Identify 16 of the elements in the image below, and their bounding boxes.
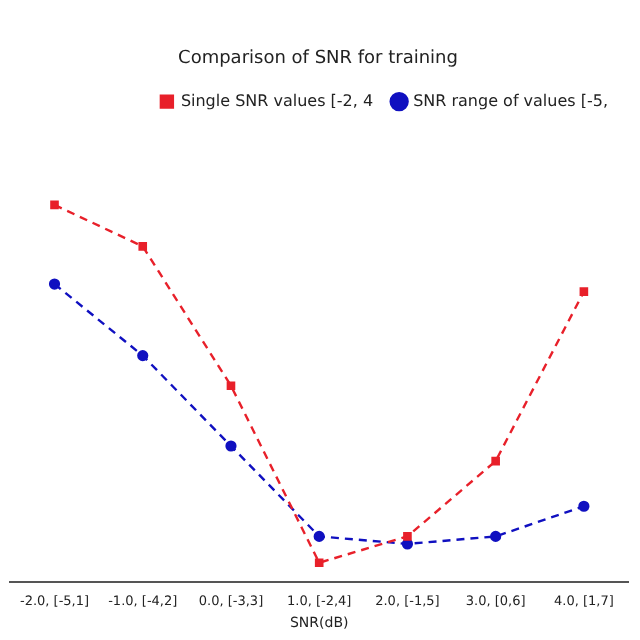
point: [48, 278, 61, 290]
point: [138, 242, 148, 251]
point: [579, 287, 589, 296]
point: [137, 350, 149, 362]
point: [491, 456, 500, 466]
point: [578, 500, 590, 512]
point: [314, 558, 324, 568]
point: [403, 532, 412, 541]
chart-title: Comparison of SNR for training: [178, 49, 458, 70]
point: [225, 440, 237, 452]
legend-label: SNR range of values [-5,: [413, 91, 609, 110]
point: [50, 200, 59, 210]
point: [226, 381, 236, 391]
point: [313, 530, 325, 542]
legend-label: Single SNR values [-2, 4: [180, 91, 374, 110]
point: [490, 530, 502, 542]
